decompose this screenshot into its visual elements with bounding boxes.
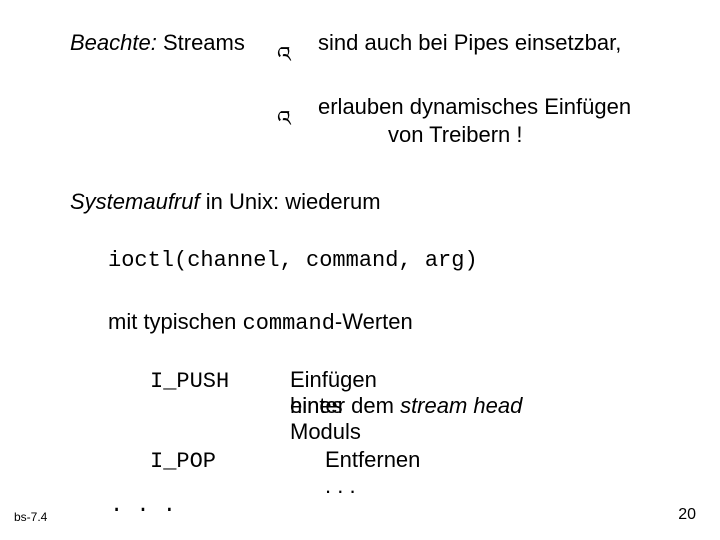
stream-head-italic: stream head — [400, 393, 522, 418]
line5-prefix: mit typischen — [108, 309, 243, 334]
line2-a: erlauben dynamisches Einfügen — [318, 94, 631, 120]
command-values-line: mit typischen command-Werten — [108, 309, 413, 336]
line3-rest: in Unix: wiederum — [206, 189, 381, 214]
i-push-cmd: I_PUSH — [150, 369, 229, 394]
i-pop-line: I_POP Entfernen . . . — [150, 447, 216, 474]
command-code: command — [243, 311, 335, 336]
bullet-icon: འ — [277, 30, 291, 92]
i-pop-desc: Entfernen . . . — [325, 447, 420, 499]
system-call-line: Systemaufruf in Unix: wiederum — [70, 189, 381, 215]
systemaufruf-label: Systemaufruf — [70, 189, 206, 214]
line5-suffix: -Werten — [335, 309, 413, 334]
footer-left: bs-7.4 — [14, 510, 47, 524]
streams-word: Streams — [157, 30, 245, 55]
i-push-desc2a: hinter dem — [290, 393, 400, 418]
slide: Beachte: Streams འ sind auch bei Pipes e… — [0, 0, 720, 540]
i-pop-cmd: I_POP — [150, 449, 216, 474]
line1-rest: sind auch bei Pipes einsetzbar, — [318, 30, 621, 56]
dots-line: . . . — [110, 493, 176, 518]
bullet-icon: འ — [277, 94, 291, 156]
page-number: 20 — [678, 506, 696, 524]
i-push-line: I_PUSH Einfügen eines Moduls hinter dem … — [150, 367, 229, 394]
note-line-1: Beachte: Streams འ sind auch bei Pipes e… — [70, 30, 245, 56]
i-push-desc2: hinter dem stream head — [290, 393, 522, 419]
line2-b: von Treibern ! — [388, 122, 523, 148]
beachte-label: Beachte: — [70, 30, 157, 55]
ioctl-code: ioctl(channel, command, arg) — [108, 248, 478, 273]
